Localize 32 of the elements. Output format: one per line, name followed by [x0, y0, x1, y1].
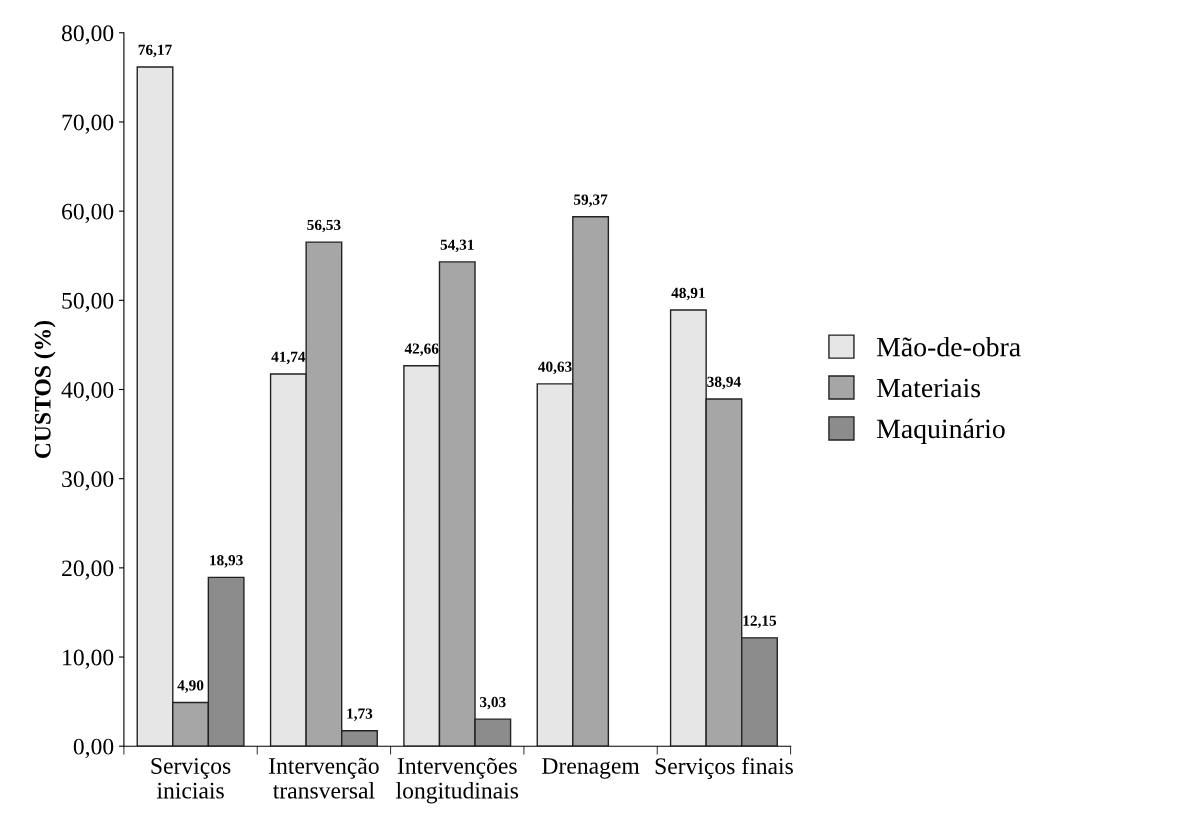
y-tick-label: 70,00 — [62, 114, 114, 134]
data-label: 76,17 — [138, 44, 172, 58]
legend-label: Maquinário — [876, 418, 1005, 444]
x-tick-label: Drenagem — [542, 758, 640, 779]
data-label: 38,94 — [707, 376, 741, 390]
data-label: 56,53 — [307, 219, 341, 233]
data-label: 4,90 — [177, 680, 204, 693]
data-label: 42,66 — [404, 343, 439, 356]
y-tick-label: 10,00 — [63, 649, 114, 669]
y-tick-label: 0,00 — [73, 738, 114, 759]
data-label: 40,63 — [538, 361, 572, 375]
y-axis-title: CUSTOS (%) — [34, 320, 56, 458]
data-label: 12,15 — [743, 615, 777, 629]
data-label: 1,73 — [347, 708, 373, 721]
x-tick-label: Intervenções longitudinais — [396, 757, 519, 804]
legend-label: Mão-de-obra — [876, 336, 1021, 357]
legend-label: Materiais — [876, 378, 981, 398]
data-label: 48,91 — [671, 287, 705, 301]
y-tick-label: 40,00 — [61, 381, 114, 402]
x-tick-label: Serviços finais — [655, 757, 793, 779]
x-tick-label: Serviços iniciais — [151, 758, 231, 799]
data-label: 41,74 — [271, 351, 306, 365]
y-tick-label: 50,00 — [62, 292, 114, 313]
y-tick-label: 60,00 — [62, 203, 114, 223]
y-tick-label: 30,00 — [62, 471, 114, 491]
data-label: 59,37 — [574, 194, 608, 207]
data-label: 54,31 — [440, 239, 474, 253]
x-tick-label: Intervenção transversal — [269, 757, 379, 799]
y-tick-label: 20,00 — [62, 560, 114, 580]
y-tick-label: 80,00 — [61, 25, 114, 45]
data-label: 3,03 — [480, 696, 506, 710]
data-label: 18,93 — [210, 555, 243, 568]
